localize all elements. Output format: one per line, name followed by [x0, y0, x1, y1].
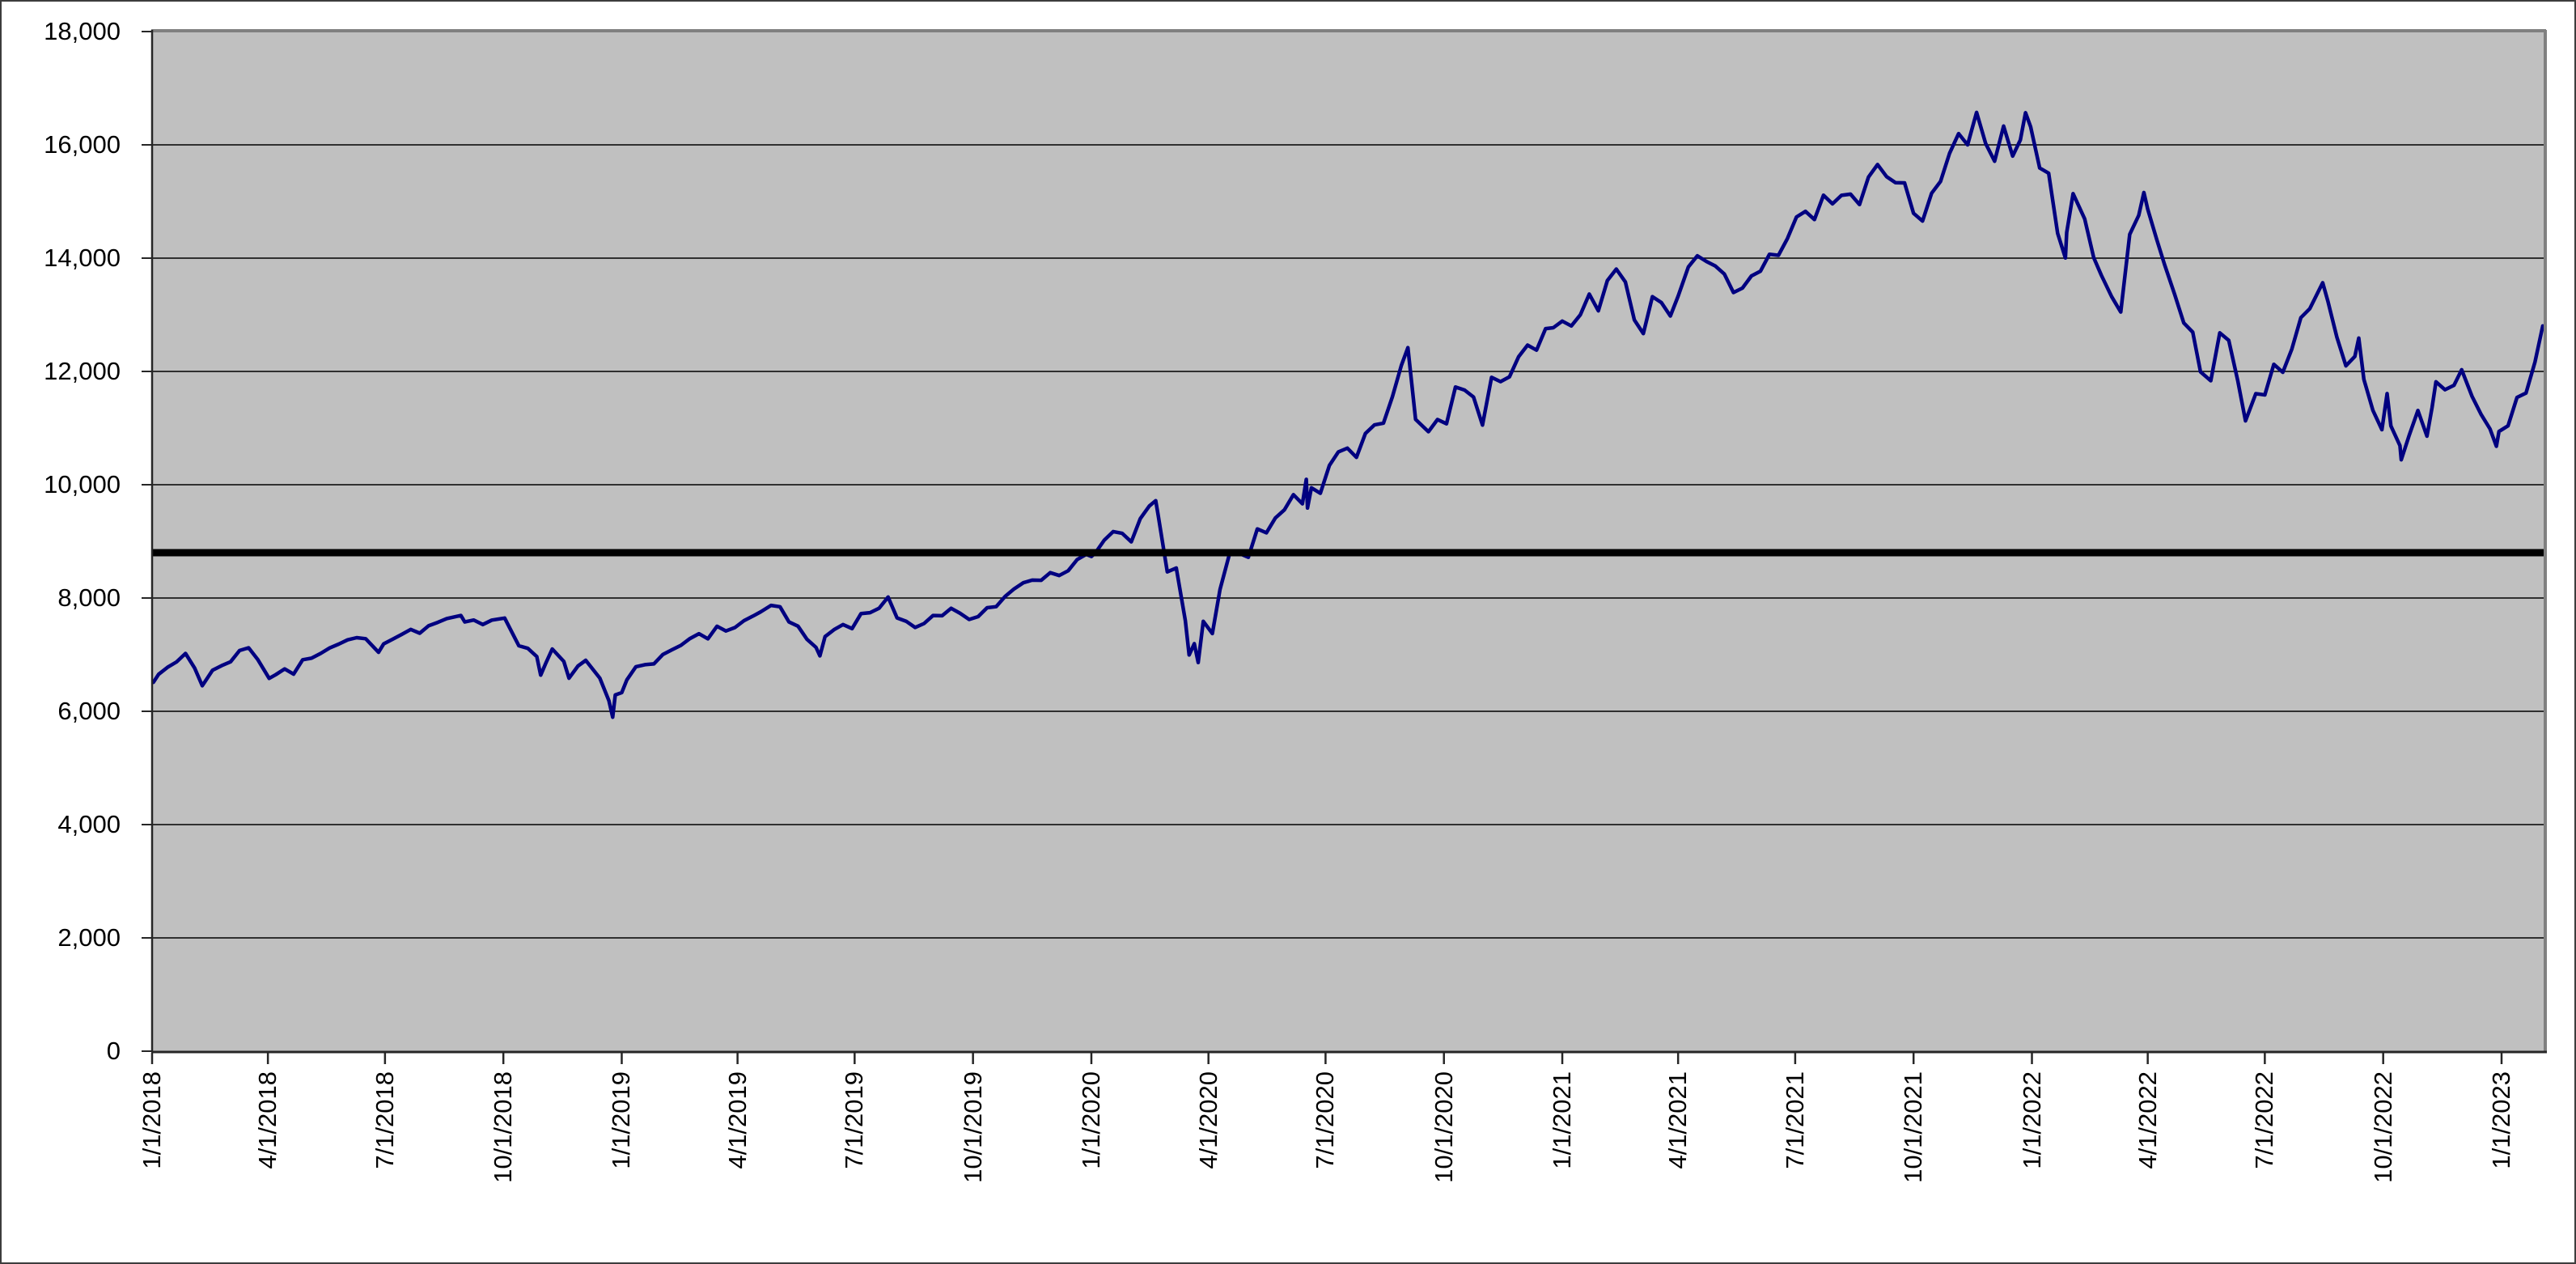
x-axis-label: 7/1/2018 [370, 1071, 399, 1169]
x-axis-label: 1/1/2019 [607, 1071, 636, 1169]
y-axis-label: 2,000 [57, 923, 121, 952]
y-axis-label: 14,000 [44, 244, 121, 272]
x-axis-label: 10/1/2022 [2368, 1071, 2397, 1183]
x-axis-label: 4/1/2019 [722, 1071, 752, 1169]
x-axis-label: 1/1/2021 [1548, 1071, 1577, 1169]
x-axis-label: 10/1/2020 [1429, 1071, 1458, 1183]
x-axis-label: 7/1/2022 [2250, 1071, 2279, 1169]
y-axis-label: 8,000 [57, 583, 121, 612]
plot-area [152, 32, 2544, 1051]
y-axis-label: 4,000 [57, 810, 121, 838]
y-axis-label: 10,000 [44, 470, 121, 498]
x-axis-label: 1/1/2018 [138, 1071, 166, 1169]
x-axis-label: 10/1/2018 [489, 1071, 518, 1183]
x-axis-label: 4/1/2020 [1193, 1071, 1222, 1169]
y-axis-label: 18,000 [44, 17, 121, 45]
x-axis-label: 7/1/2020 [1311, 1071, 1340, 1169]
x-axis-label: 1/1/2023 [2487, 1071, 2515, 1169]
price-line [152, 110, 2544, 719]
y-axis-label: 12,000 [44, 357, 121, 385]
x-axis-label: 1/1/2022 [2017, 1071, 2046, 1169]
y-axis-label: 6,000 [57, 697, 121, 725]
x-axis-label: 4/1/2018 [253, 1071, 282, 1169]
x-axis-label: 4/1/2021 [1663, 1071, 1693, 1169]
x-axis-label: 7/1/2021 [1780, 1071, 1809, 1169]
x-axis-label: 10/1/2021 [1899, 1071, 1928, 1183]
y-axis-label: 16,000 [44, 130, 121, 159]
x-axis-label: 10/1/2019 [958, 1071, 987, 1183]
x-axis-label: 7/1/2019 [840, 1071, 869, 1169]
y-axis-label: 0 [106, 1037, 121, 1065]
x-axis-label: 4/1/2022 [2133, 1071, 2162, 1169]
x-axis-label: 1/1/2020 [1076, 1071, 1105, 1169]
